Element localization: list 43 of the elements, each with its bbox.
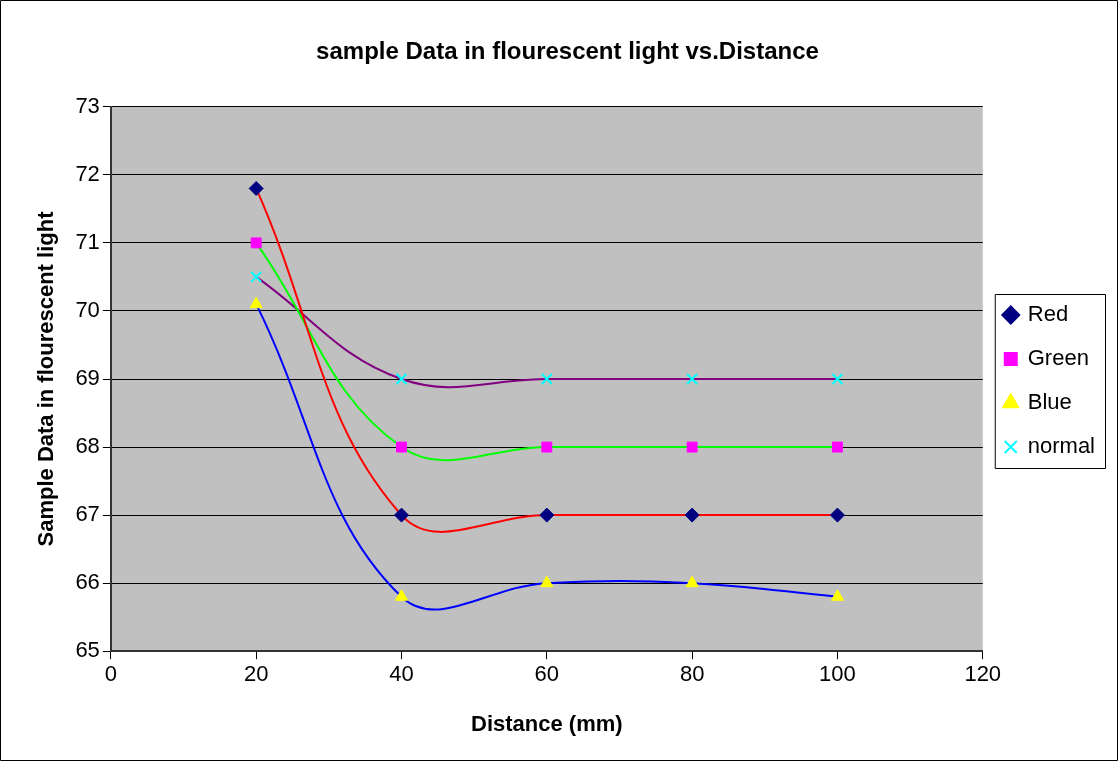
chart-title: sample Data in flourescent light vs.Distance: [316, 37, 819, 65]
y-tick-label: 72: [75, 160, 100, 186]
y-tick-label: 65: [75, 637, 100, 663]
x-axis-title: Distance (mm): [471, 710, 623, 736]
x-tick-label: 40: [389, 661, 414, 687]
point: [831, 441, 843, 453]
point: [540, 575, 554, 588]
y-tick-label: 73: [75, 92, 100, 118]
point: [248, 180, 264, 196]
legend-label: Green: [1027, 345, 1089, 371]
point: [540, 373, 553, 385]
y-tick-label: 69: [75, 365, 100, 391]
point: [686, 441, 698, 453]
y-axis-title: Sample Data in flourescent light: [33, 210, 59, 547]
legend-label: normal: [1027, 433, 1095, 459]
point: [830, 589, 844, 601]
x-tick-label: 100: [819, 661, 856, 687]
point: [829, 507, 845, 523]
point: [249, 296, 263, 309]
point: [539, 507, 555, 523]
legend-label: Red: [1027, 301, 1069, 327]
point: [396, 441, 407, 453]
point: [541, 441, 553, 453]
legend-label: Blue: [1027, 389, 1072, 415]
y-tick-label: 68: [75, 433, 100, 459]
y-tick-label: 67: [75, 501, 100, 527]
x-tick-label: 60: [534, 661, 560, 687]
point: [394, 589, 409, 601]
y-tick-label: 70: [75, 297, 100, 323]
point: [394, 507, 409, 523]
point: [250, 270, 263, 283]
point: [684, 507, 700, 523]
point: [395, 373, 408, 385]
point: [250, 237, 262, 249]
point: [686, 373, 699, 385]
point: [831, 373, 844, 385]
x-tick-label: 0: [104, 661, 117, 687]
point: [685, 575, 699, 588]
x-tick-label: 120: [964, 661, 1002, 687]
x-tick-label: 80: [679, 661, 705, 687]
y-tick-label: 66: [75, 569, 100, 595]
x-tick-label: 20: [243, 661, 269, 687]
y-tick-label: 71: [75, 228, 100, 254]
